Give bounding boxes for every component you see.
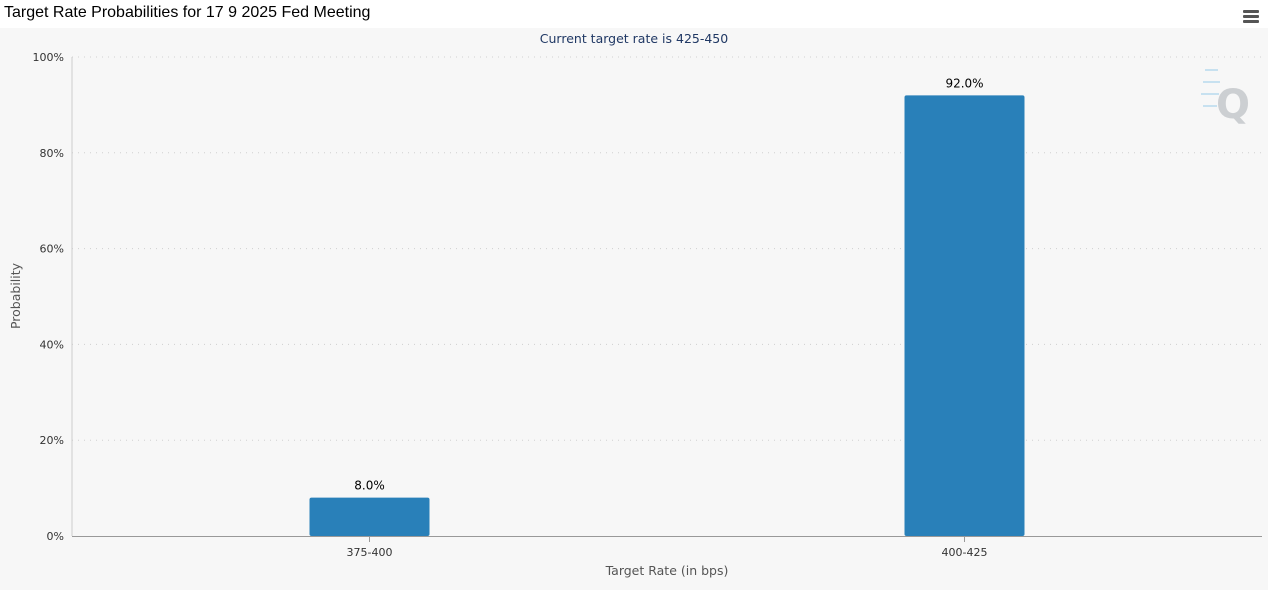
y-tick-label: 80%: [40, 147, 64, 160]
y-tick-label: 60%: [40, 243, 64, 256]
y-tick-label: 40%: [40, 338, 64, 351]
y-tick-label: 100%: [33, 51, 64, 64]
bar-375-400: [309, 497, 430, 536]
q-logo-letter: Q: [1216, 82, 1250, 128]
y-tick-label: 0%: [47, 530, 64, 543]
page-title: Target Rate Probabilities for 17 9 2025 …: [4, 4, 371, 21]
x-axis-title: Target Rate (in bps): [605, 563, 729, 578]
q-logo-icon: Q: [1201, 69, 1250, 128]
chart-subtitle: Current target rate is 425-450: [540, 31, 728, 46]
y-tick-label: 20%: [40, 434, 64, 447]
x-tick-label: 400-425: [942, 546, 988, 559]
x-tick-label: 375-400: [347, 546, 393, 559]
hamburger-menu-icon[interactable]: [1242, 9, 1260, 25]
y-axis-title: Probability: [8, 262, 23, 329]
bar-chart: Current target rate is 425-450 0% 20% 40% 60…: [8, 31, 1262, 578]
data-label: 8.0%: [354, 479, 385, 493]
bar-400-425: [904, 95, 1025, 536]
chart-area: Current target rate is 425-450 0% 20% 40% 60…: [0, 28, 1268, 590]
data-label: 92.0%: [945, 76, 983, 90]
